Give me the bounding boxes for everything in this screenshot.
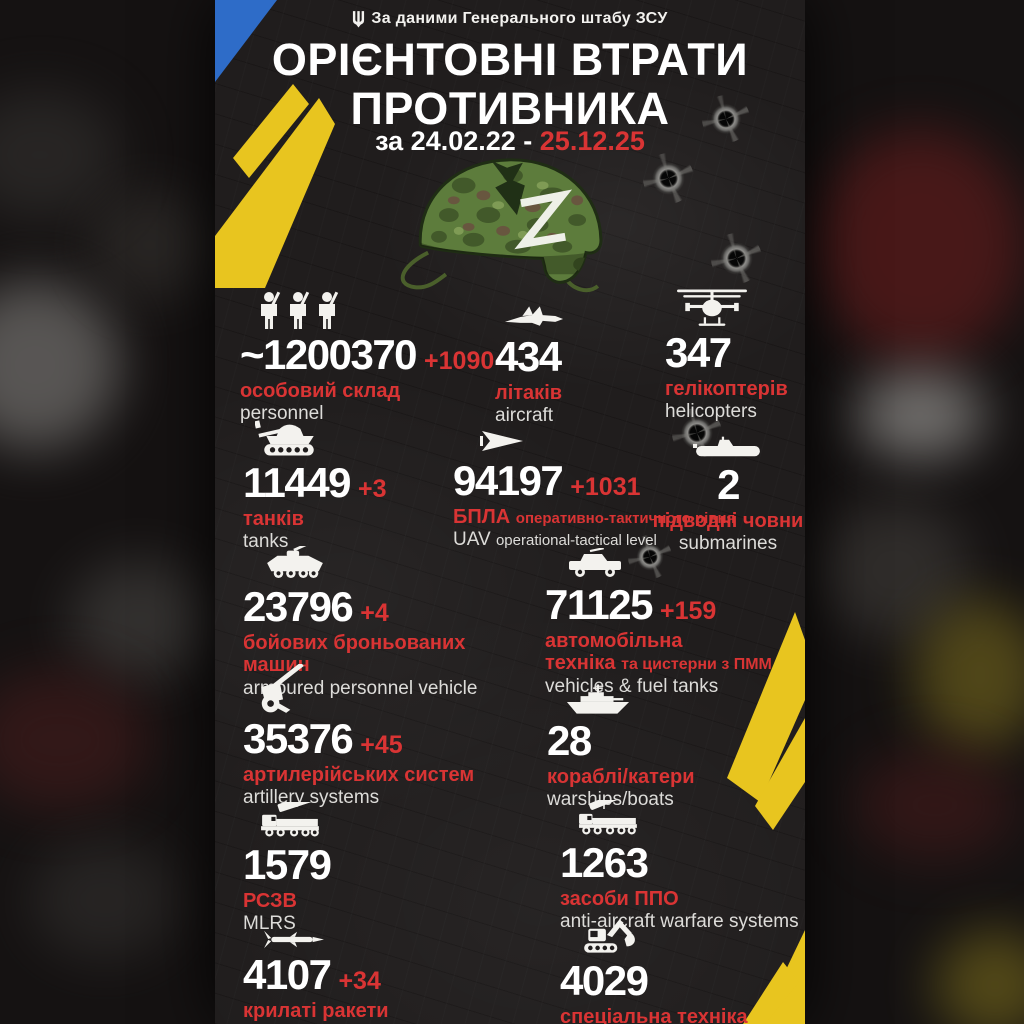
bullet-hole — [711, 233, 762, 284]
side-blur-left — [0, 0, 215, 1024]
stat-label-en: helicopters — [665, 401, 757, 423]
stat-label-en: armoured personnel vehicle — [243, 677, 478, 699]
warship-icon — [565, 674, 695, 716]
stat-label-en: MLRS — [243, 913, 296, 935]
bullet-hole — [628, 535, 672, 579]
stat-special-equipment: 4029 спеціальна техніка special equipmen… — [560, 910, 748, 1024]
stat-value: 2 — [717, 461, 740, 508]
stat-personnel: ~1200370 +1090 особовий склад personnel — [240, 288, 494, 425]
stat-tanks: 11449 +3 танків tanks — [243, 416, 387, 553]
date-end: 25.12.25 — [539, 126, 645, 156]
poster-title-line1: ОРІЄНТОВНІ ВТРАТИ — [271, 34, 749, 85]
source-line: За даними Генерального штабу ЗСУ — [215, 10, 805, 28]
side-blur-right — [805, 0, 1024, 1024]
stat-label-en: artillery systems — [243, 787, 380, 809]
stat-delta: +1090 — [424, 347, 495, 375]
stat-value: ~1200370 — [240, 331, 418, 378]
infographic-poster: За даними Генерального штабу ЗСУ ОРІЄНТО… — [215, 0, 805, 1024]
source-text: За даними Генерального штабу ЗСУ — [371, 10, 668, 27]
jet-icon — [503, 290, 565, 332]
stat-cruise-missiles: 4107+34 крилаті ракети cruise missiles — [243, 916, 389, 1024]
stat-label-ua: засоби ППО — [560, 888, 679, 910]
submarine-icon — [651, 418, 805, 460]
stat-label-en: vehicles & fuel tanks — [545, 675, 719, 697]
stat-value: 4029 — [560, 957, 649, 1004]
stat-vehicles-fuel: 71125 +159 автомобільна техніка та цистер… — [545, 538, 772, 698]
stat-delta: +4 — [360, 599, 389, 627]
stat-helicopters: 347 гелікоптерів helicopters — [665, 284, 788, 423]
stat-label-ua-small: оперативно-тактичного рівня — [515, 510, 736, 527]
stat-delta: +159 — [659, 597, 717, 625]
stat-armoured-vehicles: 23796 +4 бойових броньованих машин armour… — [243, 540, 477, 700]
stat-value: 347 — [665, 329, 732, 376]
stat-delta: +45 — [360, 731, 403, 759]
stat-label-en: submarines — [678, 533, 778, 555]
stat-label-ua: артилерійських систем — [243, 764, 475, 786]
cruise-missile-icon — [263, 916, 389, 950]
stat-value: 35376 — [243, 715, 354, 762]
stat-label-ua: бойових броньованих — [243, 632, 466, 654]
stat-submarines: 2 підводні човни submarines — [651, 418, 805, 555]
artillery-icon — [255, 664, 474, 714]
stat-label-ua-small: та цистерни з ПММ — [621, 656, 772, 674]
stat-delta: +1031 — [570, 473, 641, 501]
stat-label-ua: літаків — [495, 382, 563, 404]
stat-label-en: personnel — [240, 403, 324, 425]
date-range: за 24.02.22 - 25.12.25 — [375, 126, 645, 156]
stat-air-defense: 1263 засоби ППО anti-aircraft warfare sy… — [560, 796, 799, 933]
stat-label-en-small: operational-tactical level — [495, 532, 657, 550]
stat-warships: 28 кораблі/катери warships/boats — [547, 674, 695, 811]
poster-title-line2: ПРОТИВНИКА — [350, 83, 670, 134]
stat-delta: +34 — [338, 967, 381, 995]
stat-value: 1263 — [560, 839, 649, 886]
stat-mlrs: 1579 РСЗВ MLRS — [243, 798, 332, 935]
stat-value: 1579 — [243, 841, 332, 888]
helmet-illustration — [400, 158, 603, 293]
stat-label-ua: спеціальна техніка — [560, 1006, 748, 1024]
stat-aircraft: 434 літаків aircraft — [495, 290, 565, 427]
uav-icon — [479, 414, 735, 456]
stat-label-en: tanks — [243, 531, 289, 553]
bullet-hole — [702, 95, 750, 143]
stat-label-en: UAV operational-tactical level — [453, 529, 657, 551]
bullet-hole — [643, 153, 694, 204]
military-truck-icon — [565, 538, 772, 580]
stat-label-ua-line2: техніка та цистерни з ПММ — [545, 652, 772, 675]
excavator-icon — [580, 910, 748, 956]
stat-label-ua: підводні човни — [652, 510, 804, 532]
stat-label-ua: танків — [243, 508, 304, 530]
trident-icon — [353, 10, 365, 27]
stat-value: 434 — [495, 333, 562, 380]
stat-delta: +3 — [357, 475, 387, 503]
stat-value: 23796 — [243, 583, 354, 630]
helicopter-icon — [675, 284, 788, 328]
stat-label-ua: кораблі/катери — [547, 766, 695, 788]
mlrs-icon — [259, 798, 330, 840]
air-defense-icon — [577, 796, 799, 838]
stat-label-en: aircraft — [495, 405, 554, 427]
soldiers-icon — [254, 288, 494, 330]
tank-icon — [255, 416, 387, 458]
apc-icon — [263, 540, 477, 582]
stat-label-ua: крилаті ракети — [243, 1000, 389, 1022]
stat-uav: 94197 +1031 БПЛА оперативно-тактичного рі… — [453, 414, 735, 551]
stat-value: 4107 — [243, 951, 332, 998]
stat-value: 94197 — [453, 457, 564, 504]
stat-value: 71125 — [545, 581, 653, 628]
stat-value: 28 — [547, 717, 592, 764]
stat-label-ua: гелікоптерів — [665, 378, 788, 400]
stat-label-ua: БПЛА оперативно-тактичного рівня — [453, 506, 736, 528]
stat-label-ua: особовий склад — [240, 380, 401, 402]
stat-artillery: 35376 +45 артилерійських систем artillery… — [243, 664, 474, 809]
stat-label-ua: РСЗВ — [243, 890, 297, 912]
stat-label-ua: автомобільна — [545, 630, 683, 652]
stat-value: 11449 — [243, 459, 351, 506]
